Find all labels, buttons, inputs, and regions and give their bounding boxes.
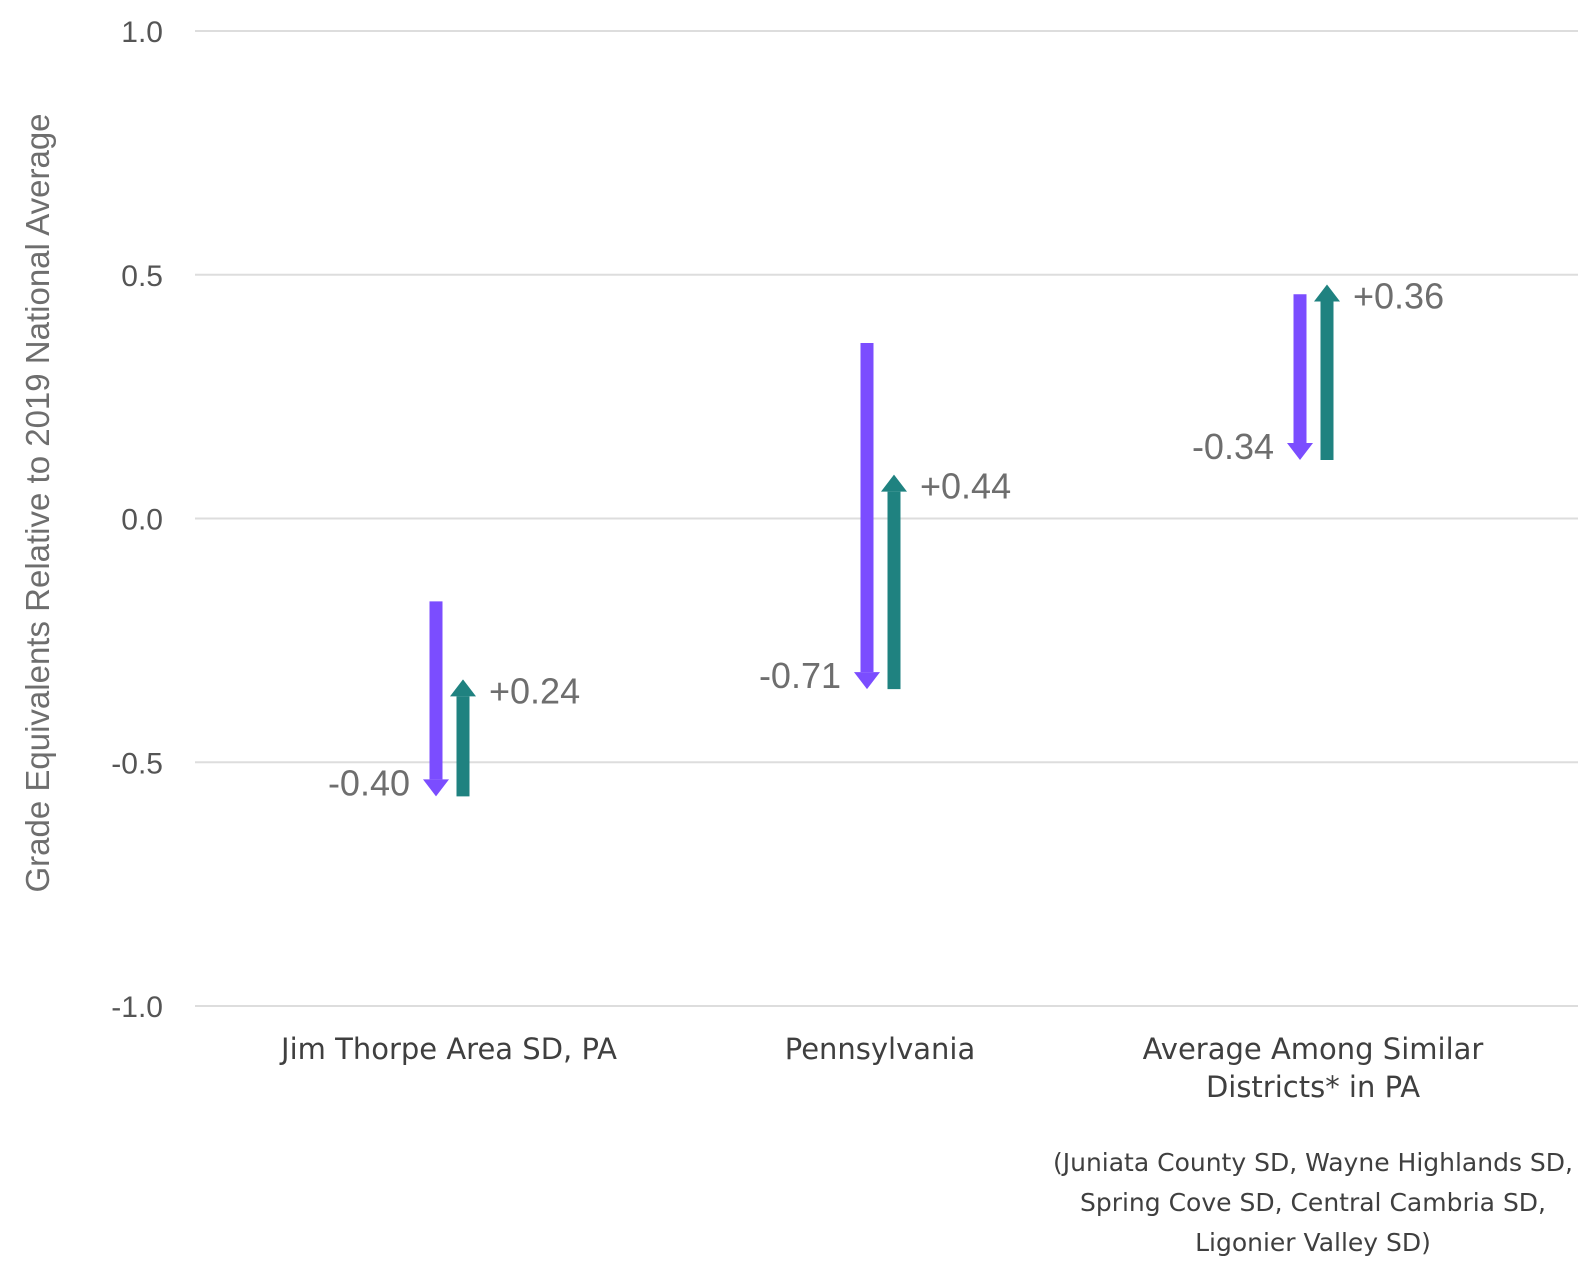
arrow-head [423,779,449,797]
footnote-line: Ligonier Valley SD) [1195,1228,1431,1257]
y-tick-label: 0.0 [121,504,163,537]
y-axis-label: Grade Equivalents Relative to 2019 Natio… [19,113,56,892]
footnote-line: Spring Cove SD, Central Cambria SD, [1080,1188,1546,1217]
y-tick-label: 0.5 [121,260,163,293]
arrow-marks: -0.40 -0.71 -0.34 +0.24 +0.44 +0.36 [328,276,1444,804]
footnote-line: (Juniata County SD, Wayne Highlands SD, [1053,1148,1573,1177]
value-label: -0.71 [759,655,841,696]
recovery-arrow: +0.36 [1314,276,1444,460]
value-label: +0.36 [1353,276,1444,317]
value-label: +0.44 [920,466,1011,507]
gridlines [195,30,1578,1007]
decline-arrow: -0.40 [328,601,449,803]
arrow-shaft [429,601,443,780]
arrow-head [450,679,476,697]
arrow-head [854,672,880,690]
y-tick-label: 1.0 [121,16,163,49]
recovery-arrow: +0.24 [450,670,580,797]
value-label: +0.24 [489,670,580,711]
arrow-shaft [860,343,874,673]
arrow-shaft [887,491,901,690]
x-category-label: Districts* in PA [1206,1070,1420,1104]
footnote: (Juniata County SD, Wayne Highlands SD, S… [1053,1148,1573,1257]
arrow-shaft [1293,294,1307,443]
value-label: -0.40 [328,762,410,803]
arrow-head [881,474,907,492]
decline-arrow: -0.71 [759,343,880,696]
x-category-label: Average Among Similar [1143,1032,1484,1066]
arrow-shaft [456,696,470,797]
arrow-shaft [1320,301,1334,460]
category-labels: Jim Thorpe Area SD, PA Pennsylvania Averag… [279,1032,1483,1104]
arrow-head [1287,443,1313,460]
value-label: -0.34 [1192,426,1274,467]
y-tick-label: -0.5 [111,747,163,780]
x-category-label: Jim Thorpe Area SD, PA [279,1032,617,1066]
decline-arrow: -0.34 [1192,294,1313,467]
x-category-label: Pennsylvania [785,1032,976,1066]
y-axis-ticks: 1.0 0.5 0.0 -0.5 -1.0 [111,16,163,1024]
y-tick-label: -1.0 [111,991,163,1024]
recovery-arrow: +0.44 [881,466,1011,690]
arrow-head [1314,284,1340,302]
